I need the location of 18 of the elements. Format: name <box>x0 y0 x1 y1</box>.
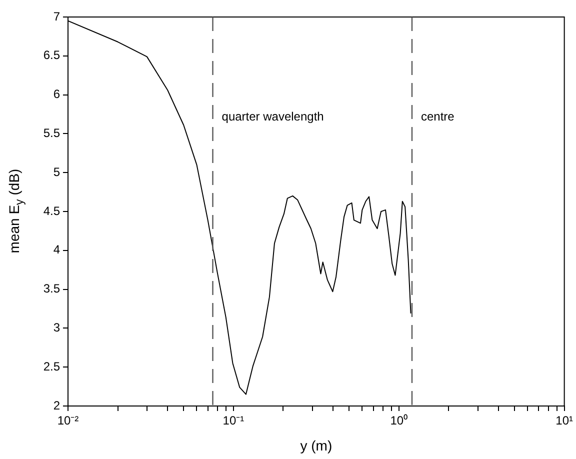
y-tick-label: 4.5 <box>43 204 60 218</box>
y-tick-label: 5 <box>53 164 60 179</box>
x-tick-label: 10⁻¹ <box>222 414 244 428</box>
y-tick-label: 4 <box>53 242 60 257</box>
x-axis-title: y (m) <box>300 437 332 454</box>
x-tick-label: 10⁻² <box>57 414 79 428</box>
y-tick-label: 3 <box>53 320 60 335</box>
y-tick-label: 6.5 <box>43 48 60 62</box>
y-tick-label: 6 <box>53 87 60 102</box>
y-tick-label: 2 <box>53 398 60 412</box>
ref-line-label: quarter wavelength <box>222 109 324 124</box>
y-tick-label: 7 <box>53 9 60 24</box>
y-tick-label: 3.5 <box>43 282 60 296</box>
ref-line-label: centre <box>420 109 455 124</box>
y-tick-label: 5.5 <box>43 126 60 140</box>
x-tick-label: 10¹ <box>556 414 574 428</box>
y-tick-label: 2.5 <box>43 359 60 374</box>
x-tick-label: 10⁰ <box>390 414 408 428</box>
